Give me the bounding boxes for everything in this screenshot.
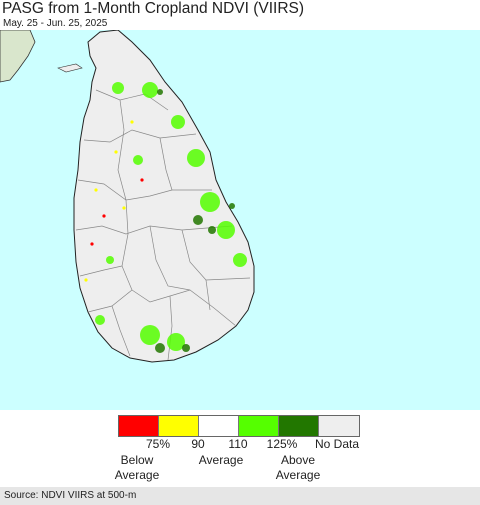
legend-swatch bbox=[119, 416, 159, 436]
legend-above-label-2: Average bbox=[275, 468, 321, 482]
legend-tick-no-data: No Data bbox=[314, 437, 360, 451]
legend-swatch bbox=[319, 416, 359, 436]
legend-tick-110: 110 bbox=[228, 437, 248, 451]
source-footer: Source: NDVI VIIRS at 500-m bbox=[0, 487, 480, 505]
legend-average-label: Average bbox=[198, 453, 244, 467]
legend-above-label: Above bbox=[280, 453, 316, 467]
ndvi-dark-green-patches bbox=[155, 89, 235, 353]
ocean bbox=[0, 30, 480, 410]
source-text: Source: NDVI VIIRS at 500-m bbox=[4, 490, 137, 501]
ndvi-green-patches bbox=[95, 82, 247, 351]
legend-swatch bbox=[199, 416, 239, 436]
sri-lanka-map bbox=[0, 30, 480, 410]
legend-swatch bbox=[279, 416, 319, 436]
date-range: May. 25 - Jun. 25, 2025 bbox=[3, 18, 108, 29]
india-mainland bbox=[0, 30, 36, 83]
district-boundaries bbox=[75, 89, 251, 361]
legend-tick-125: 125% bbox=[266, 437, 298, 451]
legend-swatch bbox=[239, 416, 279, 436]
legend-swatch bbox=[159, 416, 199, 436]
map-title: PASG from 1-Month Cropland NDVI (VIIRS) bbox=[2, 0, 305, 17]
legend-below-label: Below bbox=[120, 453, 154, 467]
sri-lanka-island bbox=[73, 30, 255, 363]
legend-below-label-2: Average bbox=[114, 468, 160, 482]
ndvi-yellow-red-speckle bbox=[84, 120, 144, 282]
mannar-island bbox=[57, 63, 83, 73]
legend-color-bar bbox=[118, 415, 360, 437]
legend-tick-90: 90 bbox=[191, 437, 205, 451]
legend-tick-75: 75% bbox=[145, 437, 171, 451]
